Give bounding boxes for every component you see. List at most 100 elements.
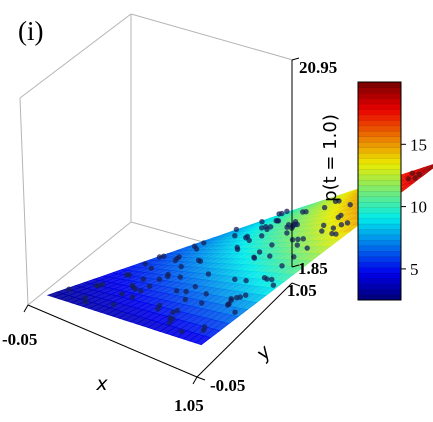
sample-point xyxy=(251,255,258,261)
sample-point xyxy=(94,282,100,289)
sample-point xyxy=(244,233,251,240)
colorbar-band xyxy=(357,152,402,159)
sample-point xyxy=(177,274,183,280)
colorbar-band xyxy=(357,87,402,94)
sample-point xyxy=(233,226,240,233)
sample-point xyxy=(176,254,182,260)
colorbar-band xyxy=(357,234,402,241)
sample-point xyxy=(256,249,263,255)
sample-point xyxy=(123,272,130,278)
sample-point xyxy=(202,324,208,330)
colorbar-band xyxy=(357,136,402,143)
colorbar-band xyxy=(357,218,402,225)
colorbar-tick-label: 10 xyxy=(410,198,427,217)
x-tick-mark xyxy=(23,304,29,313)
sample-point xyxy=(140,276,147,282)
sample-point xyxy=(156,254,163,260)
colorbar-ticks: 5 10 15 xyxy=(401,135,427,279)
sample-points xyxy=(66,170,422,335)
sample-point xyxy=(228,297,234,303)
surface-patch xyxy=(194,335,212,346)
sample-point xyxy=(276,211,282,217)
colorbar-band xyxy=(357,114,402,121)
sample-point xyxy=(259,225,265,231)
colorbar-band xyxy=(357,207,402,214)
colorbar-band xyxy=(357,179,402,187)
colorbar-band xyxy=(357,103,402,110)
sample-point xyxy=(333,231,339,237)
colorbar-band xyxy=(357,147,402,154)
colorbar-band xyxy=(357,250,402,257)
sample-point xyxy=(261,275,268,281)
sample-point xyxy=(110,301,117,308)
sample-point xyxy=(416,171,422,177)
axis-lines xyxy=(27,60,293,378)
sample-point xyxy=(174,307,180,314)
colorbar-band xyxy=(357,228,402,236)
sample-point xyxy=(243,277,249,284)
y-axis-label: y xyxy=(251,340,276,365)
x-tick-mark xyxy=(192,376,198,385)
sample-point xyxy=(273,218,279,224)
colorbar-band xyxy=(357,278,402,285)
sample-point xyxy=(294,242,300,248)
sample-point xyxy=(232,233,238,239)
sample-point xyxy=(237,294,243,300)
axis-ticks xyxy=(23,57,301,385)
colorbar-tick-label: 15 xyxy=(410,135,427,154)
axes-frame xyxy=(19,13,294,306)
sample-point xyxy=(412,175,418,181)
sample-point xyxy=(156,276,163,282)
sample-point xyxy=(166,320,173,326)
sample-point xyxy=(284,230,290,236)
sample-point xyxy=(226,301,232,307)
sample-point xyxy=(405,176,412,182)
sample-point xyxy=(409,170,415,176)
sample-point xyxy=(347,202,353,208)
sample-point xyxy=(191,243,198,249)
sample-point xyxy=(183,288,189,295)
colorbar-band xyxy=(357,81,402,88)
sample-point xyxy=(234,244,240,251)
colorbar-band xyxy=(357,288,402,296)
sample-point xyxy=(300,209,306,215)
colorbar-band xyxy=(357,223,402,230)
sample-point xyxy=(259,233,265,239)
sample-point xyxy=(304,245,310,251)
colorbar-band xyxy=(357,201,402,208)
sample-point xyxy=(197,258,204,264)
sample-point xyxy=(295,236,301,242)
colorbar-band xyxy=(357,267,402,274)
colorbar-bands xyxy=(357,81,402,301)
z-axis-label: p(t = 1.0) xyxy=(320,114,341,202)
colorbar-band xyxy=(357,98,402,105)
sample-point xyxy=(170,309,176,316)
sample-point xyxy=(284,224,290,230)
sample-point xyxy=(142,261,148,267)
sample-point xyxy=(344,220,351,226)
sample-point xyxy=(292,219,299,225)
sample-point xyxy=(203,291,209,297)
sample-point xyxy=(148,265,154,271)
sample-point xyxy=(270,282,277,288)
sample-point xyxy=(82,298,89,305)
sample-point xyxy=(321,222,327,228)
x-tick-label-min: -0.05 xyxy=(2,330,37,349)
y-tick-mark xyxy=(291,282,301,287)
sample-point xyxy=(201,240,207,246)
sample-point xyxy=(321,204,328,211)
colorbar-tick-label: 5 xyxy=(410,260,419,279)
z-tick-label-max: 20.95 xyxy=(299,58,337,77)
colorbar-band xyxy=(357,158,402,165)
colorbar-band xyxy=(357,212,402,219)
y-tick-label-max: 1.05 xyxy=(287,281,317,300)
sample-point xyxy=(284,208,290,214)
sample-point xyxy=(164,273,171,279)
colorbar-band xyxy=(357,130,402,138)
sample-point xyxy=(167,315,173,321)
colorbar-band xyxy=(357,261,402,268)
sample-point xyxy=(161,253,167,259)
sample-point xyxy=(259,219,265,225)
